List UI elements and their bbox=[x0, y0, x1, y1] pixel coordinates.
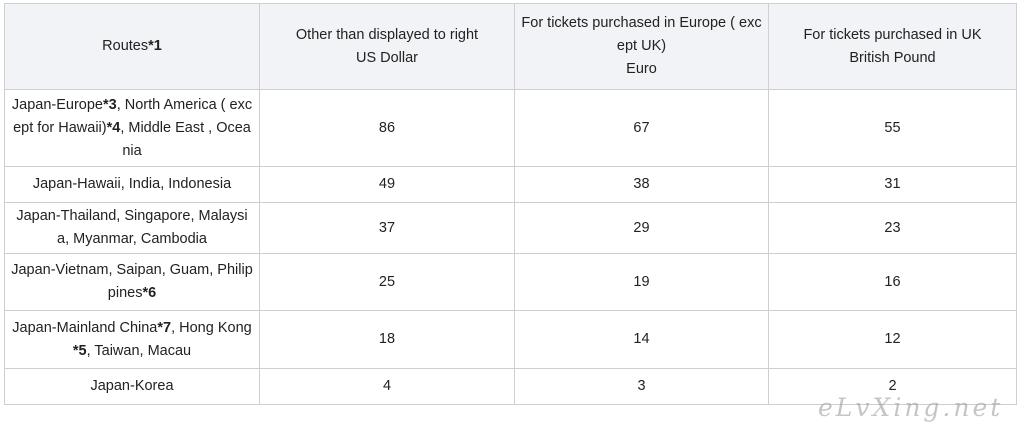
footnote-mark: *7 bbox=[157, 319, 172, 336]
gbp-cell: 23 bbox=[768, 202, 1017, 254]
usd-cell: 49 bbox=[259, 166, 515, 203]
table-row: Japan-Mainland China*7, Hong Kong *5, Tai… bbox=[4, 310, 1017, 369]
route-cell: Japan-Hawaii, India, Indonesia bbox=[4, 166, 260, 203]
table-row: Japan-Europe*3, North America ( except f… bbox=[4, 89, 1017, 167]
route-text: Japan-Europe bbox=[11, 96, 103, 113]
route-cell: Japan-Europe*3, North America ( except f… bbox=[4, 89, 260, 167]
header-usd-currency: US Dollar bbox=[355, 49, 419, 66]
header-row: Routes*1 Other than displayed to right US… bbox=[4, 3, 1017, 90]
table-row: Japan-Korea 4 3 2 bbox=[4, 368, 1017, 405]
header-usd-line1: Other than displayed to right bbox=[295, 26, 479, 43]
gbp-cell: 16 bbox=[768, 253, 1017, 311]
usd-cell: 4 bbox=[259, 368, 515, 405]
header-routes-label: Routes bbox=[102, 38, 149, 54]
header-routes: Routes*1 bbox=[4, 3, 260, 90]
usd-cell: 18 bbox=[259, 310, 515, 369]
eur-cell: 29 bbox=[514, 202, 769, 254]
footnote-mark: *5 bbox=[72, 342, 87, 359]
table-row: Japan-Vietnam, Saipan, Guam, Philippines… bbox=[4, 253, 1017, 311]
route-cell: Japan-Mainland China*7, Hong Kong *5, Tai… bbox=[4, 310, 260, 369]
table-row: Japan-Hawaii, India, Indonesia 49 38 31 bbox=[4, 166, 1017, 203]
eur-cell: 19 bbox=[514, 253, 769, 311]
footnote-mark: *6 bbox=[142, 285, 157, 301]
header-gbp: For tickets purchased in UK British Pound bbox=[768, 3, 1017, 90]
route-text: , Middle East , Oceania bbox=[120, 119, 251, 159]
route-text: Japan-Vietnam, Saipan, Guam, Philippines bbox=[11, 262, 253, 301]
route-text: , Hong Kong bbox=[171, 319, 252, 336]
eur-cell: 67 bbox=[514, 89, 769, 167]
footnote-mark: *1 bbox=[148, 38, 162, 54]
usd-cell: 86 bbox=[259, 89, 515, 167]
fare-table: Routes*1 Other than displayed to right US… bbox=[4, 3, 1017, 405]
gbp-cell: 2 bbox=[768, 368, 1017, 405]
route-text: , Taiwan, Macau bbox=[86, 342, 192, 359]
footnote-mark: *4 bbox=[106, 119, 121, 136]
header-gbp-line1: For tickets purchased in UK bbox=[803, 26, 982, 43]
route-text: Japan-Korea bbox=[90, 378, 174, 394]
route-cell: Japan-Korea bbox=[4, 368, 260, 405]
route-text: , North America ( except for Hawaii) bbox=[13, 96, 253, 136]
gbp-cell: 31 bbox=[768, 166, 1017, 203]
watermark: eLvXing.net bbox=[818, 393, 1004, 422]
table-row: Japan-Thailand, Singapore, Malaysia, Mya… bbox=[4, 202, 1017, 254]
route-cell: Japan-Vietnam, Saipan, Guam, Philippines… bbox=[4, 253, 260, 311]
route-text: Japan-Thailand, Singapore, Malaysia, Mya… bbox=[16, 208, 248, 247]
gbp-cell: 55 bbox=[768, 89, 1017, 167]
header-usd: Other than displayed to right US Dollar bbox=[259, 3, 515, 90]
usd-cell: 37 bbox=[259, 202, 515, 254]
header-gbp-currency: British Pound bbox=[849, 49, 936, 66]
header-eur: For tickets purchased in Europe ( except… bbox=[514, 3, 769, 90]
eur-cell: 3 bbox=[514, 368, 769, 405]
footnote-mark: *3 bbox=[103, 96, 117, 113]
header-eur-currency: Euro bbox=[626, 61, 657, 77]
eur-cell: 14 bbox=[514, 310, 769, 369]
usd-cell: 25 bbox=[259, 253, 515, 311]
route-text: Japan-Mainland China bbox=[12, 319, 158, 336]
eur-cell: 38 bbox=[514, 166, 769, 203]
route-text: Japan-Hawaii, India, Indonesia bbox=[32, 176, 232, 192]
route-cell: Japan-Thailand, Singapore, Malaysia, Mya… bbox=[4, 202, 260, 254]
header-eur-line1: For tickets purchased in Europe ( except… bbox=[521, 15, 762, 54]
gbp-cell: 12 bbox=[768, 310, 1017, 369]
